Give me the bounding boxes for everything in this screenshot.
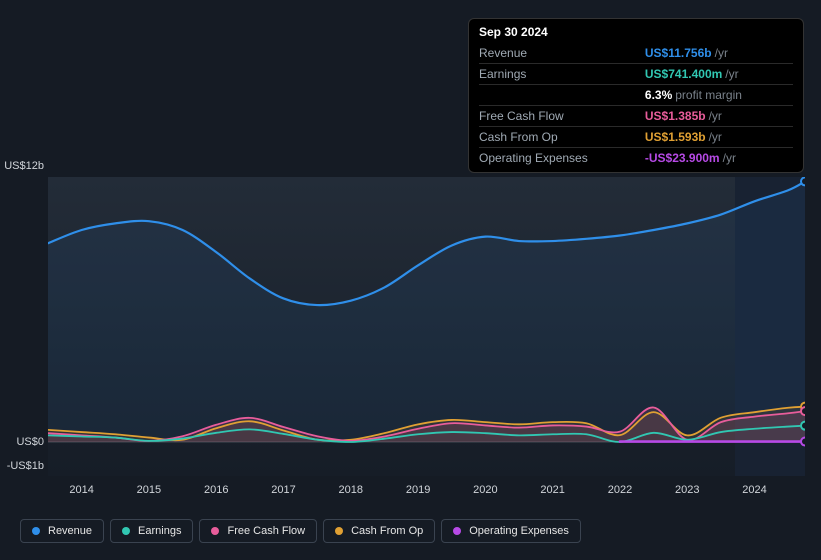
legend-item-cashop[interactable]: Cash From Op [323,519,435,543]
legend-item-opexp[interactable]: Operating Expenses [441,519,581,543]
legend-dot-icon [453,527,461,535]
tooltip-row-value: US$1.593b/yr [645,127,793,148]
tooltip-row-value: 6.3%profit margin [645,85,793,106]
chart-area[interactable] [48,177,805,476]
legend-item-label: Operating Expenses [469,525,569,537]
legend-dot-icon [335,527,343,535]
chart-svg [48,177,805,476]
legend-item-fcf[interactable]: Free Cash Flow [199,519,317,543]
x-axis-tick-label: 2022 [608,484,632,496]
y-axis-tick-label: US$12b [4,160,44,172]
legend-item-label: Revenue [48,525,92,537]
x-axis-tick-label: 2017 [271,484,295,496]
legend-item-label: Free Cash Flow [227,525,305,537]
tooltip-row-label: Cash From Op [479,127,645,148]
legend-item-revenue[interactable]: Revenue [20,519,104,543]
legend-dot-icon [32,527,40,535]
tooltip-row-label: Operating Expenses [479,148,645,169]
x-axis-tick-label: 2014 [69,484,93,496]
tooltip-date: Sep 30 2024 [479,25,793,39]
legend-item-label: Cash From Op [351,525,423,537]
tooltip-row-value: -US$23.900m/yr [645,148,793,169]
y-axis-tick-label: -US$1b [4,460,44,472]
x-axis-tick-label: 2020 [473,484,497,496]
legend-dot-icon [211,527,219,535]
legend-item-earnings[interactable]: Earnings [110,519,193,543]
x-axis-tick-label: 2023 [675,484,699,496]
tooltip-table: RevenueUS$11.756b/yrEarningsUS$741.400m/… [479,43,793,168]
tooltip-row-label: Earnings [479,64,645,85]
tooltip-row-value: US$741.400m/yr [645,64,793,85]
tooltip-row-value: US$1.385b/yr [645,106,793,127]
x-axis-tick-label: 2018 [339,484,363,496]
x-axis-tick-label: 2019 [406,484,430,496]
y-axis-tick-label: US$0 [4,436,44,448]
legend: Revenue Earnings Free Cash Flow Cash From O… [20,519,581,543]
tooltip-row-label: Free Cash Flow [479,106,645,127]
x-axis-tick-label: 2015 [137,484,161,496]
tooltip-row-label [479,85,645,106]
legend-item-label: Earnings [138,525,181,537]
x-axis-tick-label: 2024 [742,484,766,496]
x-axis-tick-label: 2021 [540,484,564,496]
legend-dot-icon [122,527,130,535]
tooltip-row-value: US$11.756b/yr [645,43,793,64]
tooltip-row-label: Revenue [479,43,645,64]
x-axis-tick-label: 2016 [204,484,228,496]
chart-tooltip: Sep 30 2024 RevenueUS$11.756b/yrEarnings… [468,18,804,173]
